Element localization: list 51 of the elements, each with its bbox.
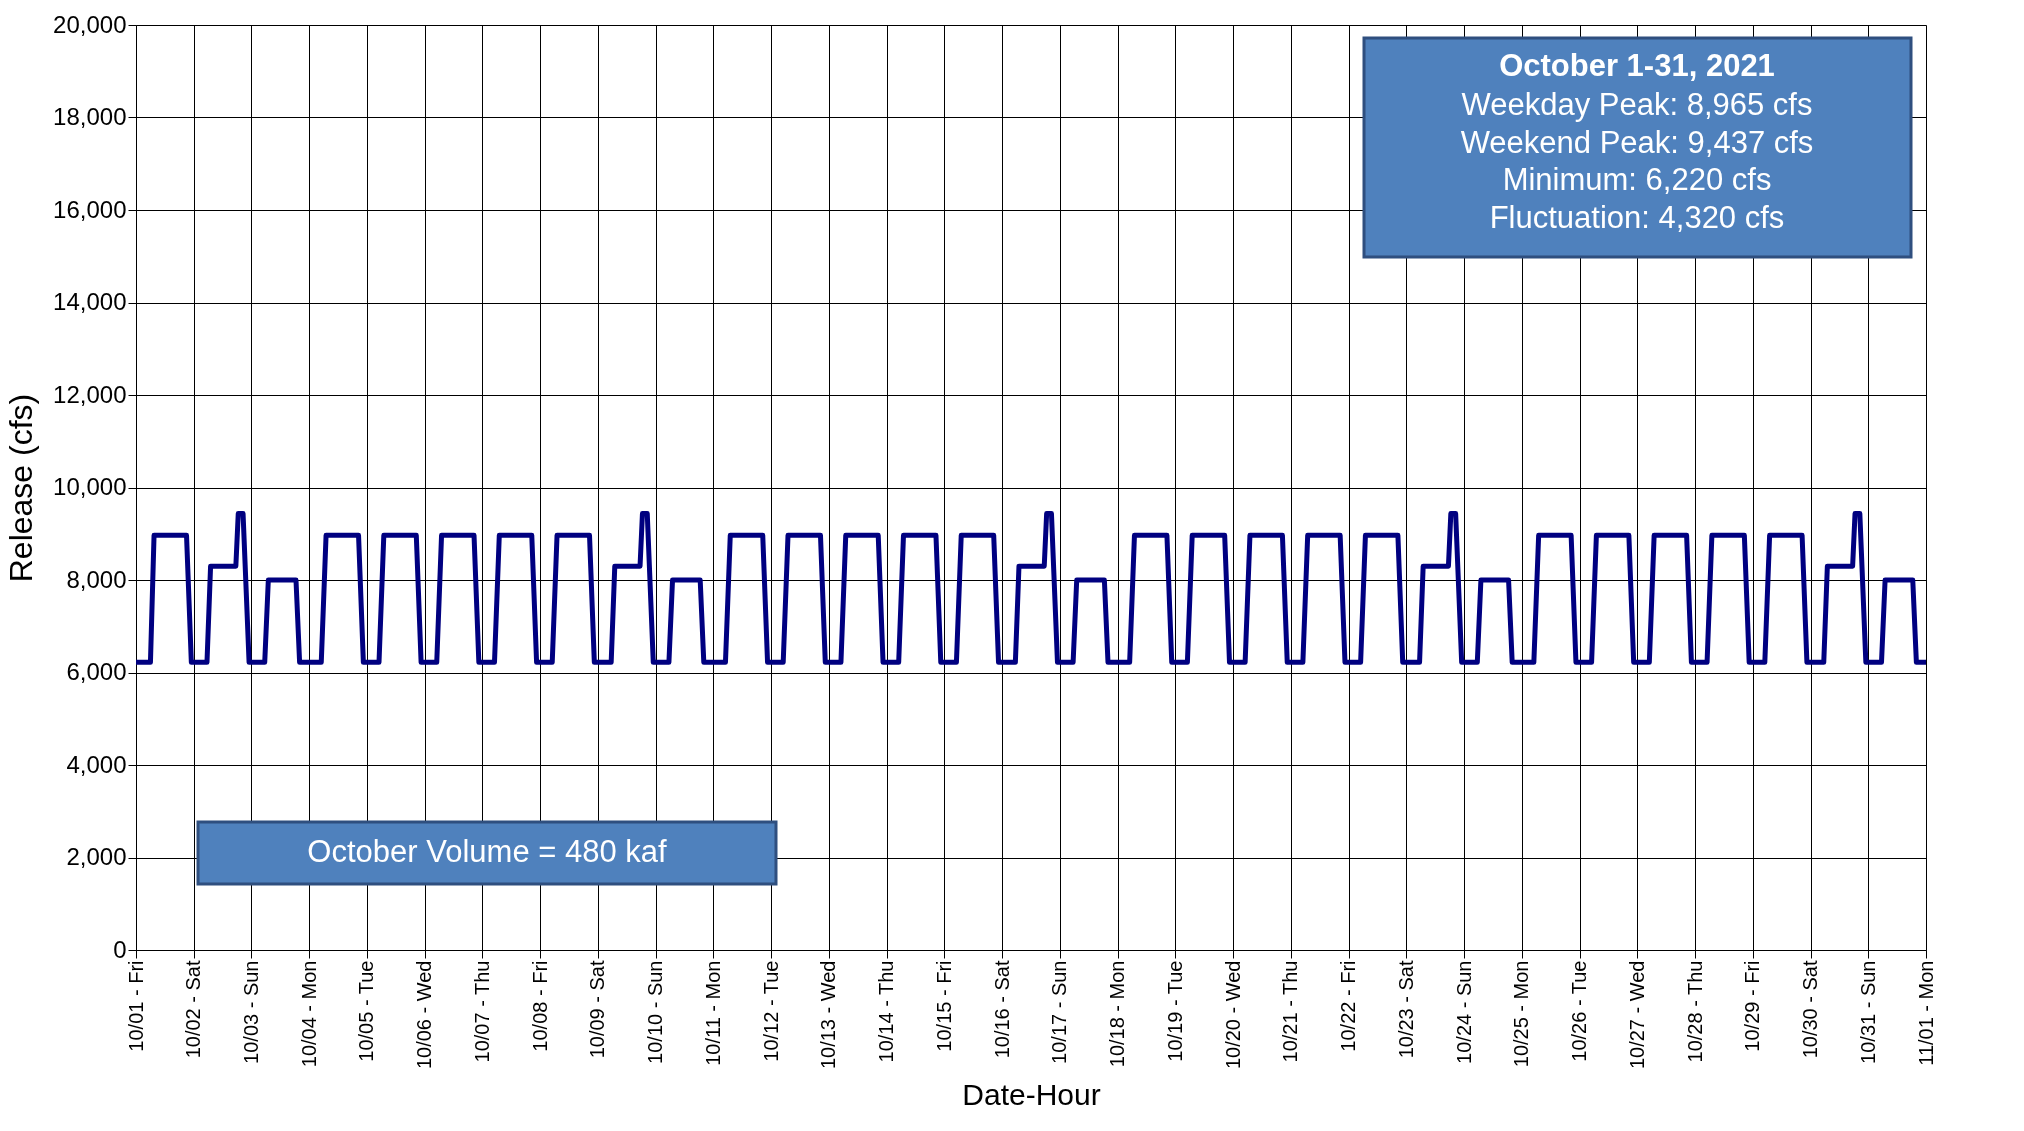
annotation: October Volume = 480 kaf xyxy=(307,834,668,869)
y-tick-label: 16,000 xyxy=(53,195,127,223)
y-tick-label: 8,000 xyxy=(66,565,127,593)
y-tick-label: 0 xyxy=(113,935,127,963)
y-axis-title: Release (cfs) xyxy=(3,393,40,583)
x-tick-label: 10/01 - Fri xyxy=(124,960,147,1052)
x-tick-label: 10/26 - Tue xyxy=(1568,960,1591,1062)
x-tick-label: 10/20 - Wed xyxy=(1221,960,1244,1070)
x-tick-label: 10/09 - Sat xyxy=(586,960,609,1059)
x-tick-label: 10/05 - Tue xyxy=(355,960,378,1062)
y-tick-label: 18,000 xyxy=(53,103,127,130)
x-axis-title: Date-Hour xyxy=(962,1078,1101,1112)
x-tick-label: 10/24 - Sun xyxy=(1452,960,1475,1064)
annotation: Weekday Peak: 8,965 cfs xyxy=(1461,87,1813,122)
x-tick-label: 10/14 - Thu xyxy=(875,960,898,1063)
x-tick-label: 10/22 - Fri xyxy=(1337,960,1360,1052)
x-tick-label: 11/01 - Mon xyxy=(1914,960,1937,1066)
annotation: Weekend Peak: 9,437 cfs xyxy=(1460,125,1814,160)
x-tick-label: 10/30 - Sat xyxy=(1799,960,1822,1059)
x-tick-label: 10/16 - Sat xyxy=(990,960,1013,1059)
x-tick-label: 10/02 - Sat xyxy=(182,960,205,1059)
annotation: Minimum: 6,220 cfs xyxy=(1502,162,1772,197)
y-tick-label: 4,000 xyxy=(66,750,127,778)
x-tick-label: 10/21 - Thu xyxy=(1279,960,1302,1063)
x-tick-label: 10/04 - Mon xyxy=(297,960,320,1068)
x-tick-label: 10/28 - Thu xyxy=(1683,960,1706,1063)
y-tick-label: 2,000 xyxy=(66,843,127,870)
y-tick-label: 14,000 xyxy=(53,288,127,315)
x-tick-label: 10/08 - Fri xyxy=(528,960,551,1052)
y-tick-label: 6,000 xyxy=(66,658,127,685)
x-tick-label: 10/25 - Mon xyxy=(1510,960,1533,1068)
y-tick-label: 20,000 xyxy=(53,10,127,38)
x-tick-label: 10/11 - Mon xyxy=(701,960,724,1066)
x-tick-label: 10/12 - Tue xyxy=(759,960,782,1062)
annotation: October 1-31, 2021 xyxy=(1499,48,1775,83)
x-tick-label: 10/10 - Sun xyxy=(644,960,667,1064)
annotation: Fluctuation: 4,320 cfs xyxy=(1489,200,1785,235)
x-tick-label: 10/18 - Mon xyxy=(1106,960,1129,1068)
x-tick-label: 10/19 - Tue xyxy=(1163,960,1186,1062)
x-tick-label: 10/17 - Sun xyxy=(1048,960,1071,1064)
x-tick-label: 10/03 - Sun xyxy=(239,960,262,1064)
x-tick-label: 10/29 - Fri xyxy=(1741,960,1764,1052)
x-tick-label: 10/23 - Sat xyxy=(1394,960,1417,1059)
x-tick-label: 10/31 - Sun xyxy=(1856,960,1879,1064)
x-tick-label: 10/15 - Fri xyxy=(932,960,955,1052)
x-tick-label: 10/27 - Wed xyxy=(1625,960,1648,1070)
x-tick-label: 10/06 - Wed xyxy=(413,960,436,1070)
y-tick-label: 12,000 xyxy=(53,380,127,408)
x-tick-label: 10/13 - Wed xyxy=(817,960,840,1070)
x-tick-label: 10/07 - Thu xyxy=(470,960,493,1063)
y-tick-label: 10,000 xyxy=(53,473,127,500)
